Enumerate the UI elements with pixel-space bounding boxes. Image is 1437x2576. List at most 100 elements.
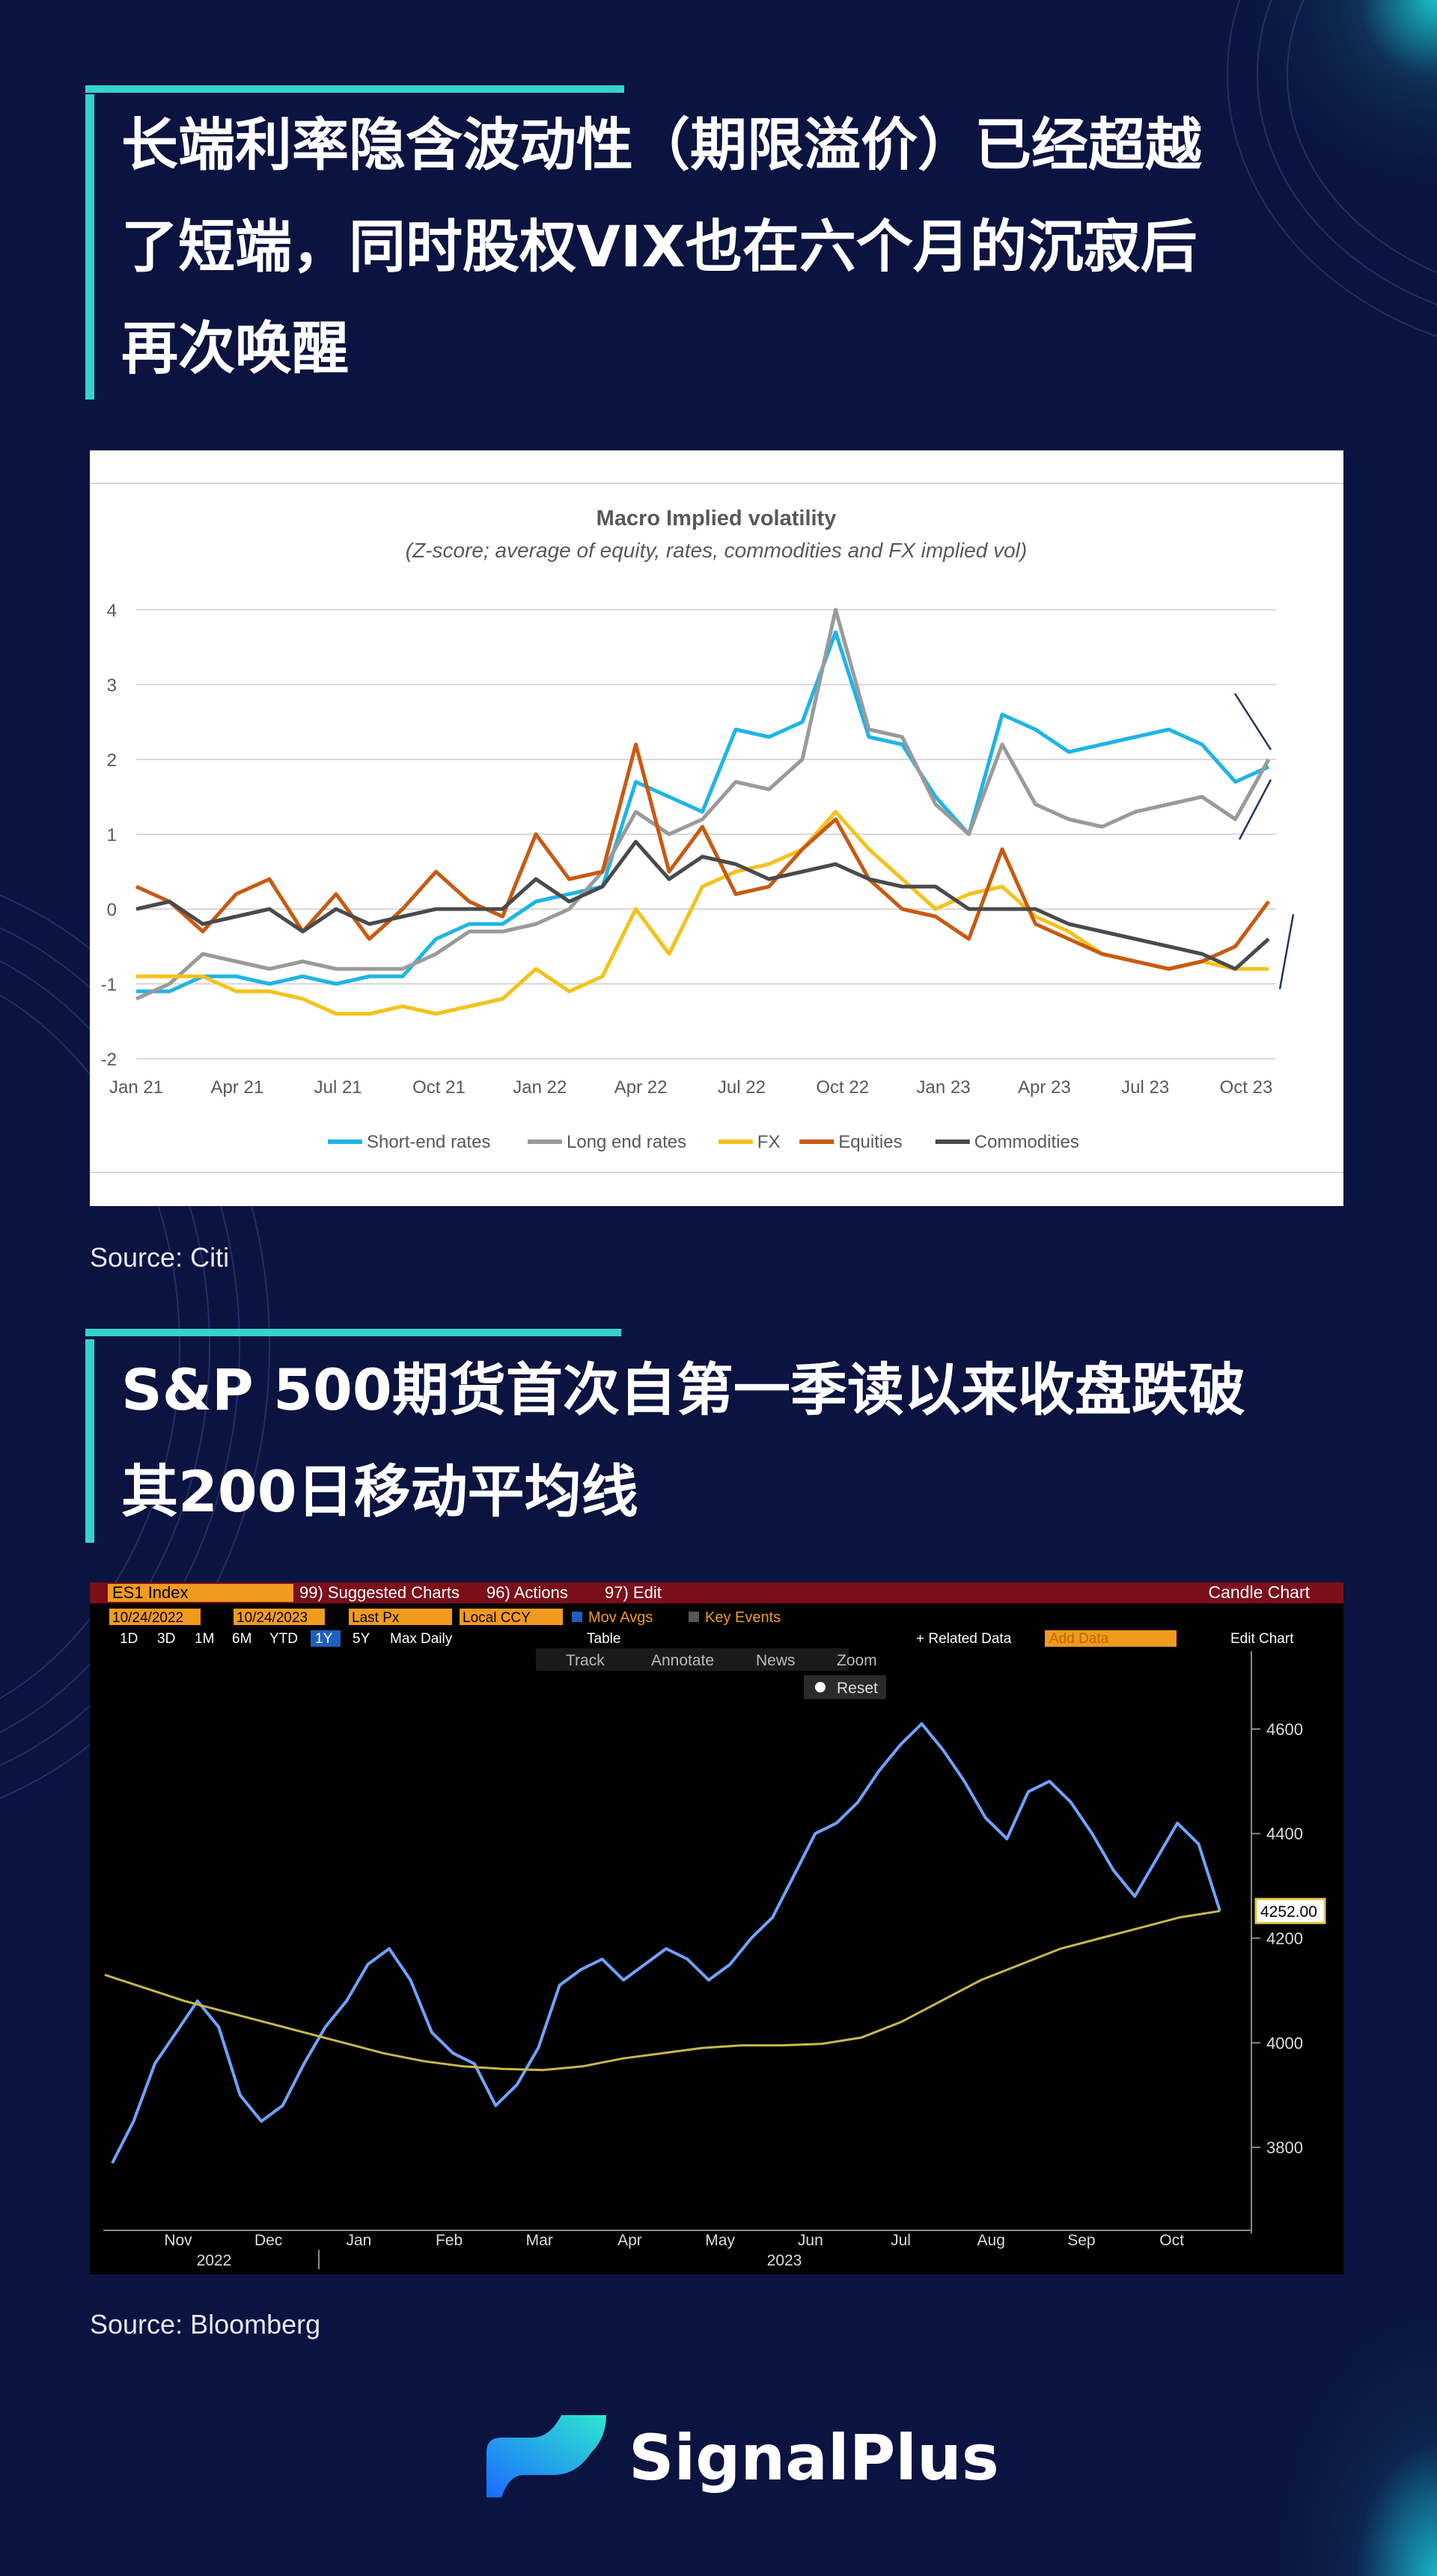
x-tick-label: Dec — [254, 2232, 282, 2249]
annotation-arrow — [1238, 779, 1272, 840]
related-data-menu: + Related Data — [916, 1631, 1012, 1647]
x-tick-label: May — [705, 2232, 735, 2249]
period-button: 1Y — [315, 1631, 333, 1647]
frequency-select: Daily — [421, 1631, 453, 1647]
currency-select — [460, 1609, 563, 1625]
x-tick-label: Sep — [1067, 2232, 1095, 2249]
x-tick-label: Jul 22 — [718, 1077, 766, 1098]
heading-line: S&P 500期货首次自第一季读以来收盘跌破 — [121, 1356, 1245, 1423]
period-button: 3D — [157, 1631, 175, 1647]
add-data-text: Add Data — [1049, 1631, 1109, 1647]
heading-line: 再次唤醒 — [121, 315, 349, 382]
x-year-label: 2022 — [197, 2252, 232, 2269]
brand-name: SignalPlus — [629, 2421, 999, 2494]
heading-line: 了短端，同时股权VIX也在六个月的沉寂后 — [121, 213, 1198, 280]
heading-accent-bar — [85, 1329, 621, 1336]
table-button: Table — [587, 1631, 620, 1647]
bloomberg-chart-panel: ES1 Index 99) Suggested Charts 96) Actions… — [90, 1582, 1343, 2274]
y-tick-label: 2 — [107, 750, 117, 771]
track-tool: Track — [566, 1652, 605, 1669]
annotate-tool: Annotate — [651, 1652, 714, 1669]
date-to-text: 10/24/2023 — [237, 1610, 308, 1626]
series-line — [136, 630, 1270, 994]
moving-average-line — [104, 1909, 1221, 2072]
y-tick-label: 0 — [107, 900, 117, 920]
x-tick-label: Jan 22 — [513, 1077, 567, 1098]
source-bloomberg: Source: Bloomberg — [90, 2309, 321, 2340]
legend-label: Long end rates — [567, 1132, 686, 1152]
field-select — [349, 1609, 452, 1625]
currency-select-text: Local CCY — [463, 1610, 531, 1626]
section1-heading: 长端利率隐含波动性（期限溢价）已经超越 了短端，同时股权VIX也在六个月的沉寂后… — [85, 94, 1202, 400]
x-tick-label: Aug — [977, 2232, 1005, 2249]
series-line — [135, 839, 1270, 971]
y-tick-label: 3800 — [1266, 2138, 1303, 2157]
macro-vol-chart-panel: Macro Implied volatility (Z-score; averag… — [90, 450, 1343, 1206]
add-data-field — [1045, 1630, 1177, 1647]
period-selected-bg — [311, 1630, 341, 1647]
mov-avgs-checkbox — [572, 1612, 582, 1622]
annotation-arrows — [1233, 693, 1295, 990]
price-line — [111, 1722, 1221, 2164]
x-tick-label: Mar — [526, 2232, 553, 2249]
heading-accent-bar — [85, 85, 624, 93]
brand-footer: SignalPlus — [479, 2400, 999, 2505]
ticker-field — [108, 1584, 293, 1602]
x-tick-label: Oct 22 — [816, 1077, 869, 1098]
news-tool: News — [756, 1652, 796, 1669]
edit-chart-button: Edit Chart — [1230, 1631, 1294, 1647]
sp500-futures-chart: ES1 Index 99) Suggested Charts 96) Actions… — [90, 1582, 1343, 2269]
tool-strip — [536, 1648, 849, 1671]
last-price-box — [1254, 1897, 1326, 1924]
date-to-field — [234, 1609, 325, 1625]
y-tick-label: 4600 — [1266, 1720, 1303, 1739]
reset-label: Reset — [837, 1680, 878, 1697]
series-line — [135, 742, 1271, 971]
x-tick-label: Jul 23 — [1121, 1077, 1169, 1098]
legend-label: Commodities — [974, 1132, 1079, 1152]
period-button: YTD — [269, 1631, 298, 1647]
y-tick-label: -1 — [101, 975, 117, 995]
period-button: 5Y — [353, 1631, 370, 1647]
series-line — [135, 608, 1271, 1001]
x-tick-label: Oct 21 — [412, 1077, 466, 1098]
x-tick-label: Nov — [164, 2232, 192, 2249]
x-tick-label: Jul 21 — [314, 1077, 362, 1098]
heading-line: 长端利率隐含波动性（期限溢价）已经超越 — [121, 111, 1202, 178]
y-tick-label: 4400 — [1266, 1825, 1303, 1844]
section2-heading: S&P 500期货首次自第一季读以来收盘跌破 其200日移动平均线 — [85, 1339, 1245, 1543]
period-button: 1D — [120, 1631, 138, 1647]
chart-subtitle: (Z-score; average of equity, rates, comm… — [406, 539, 1027, 562]
edit-menu: 97) Edit — [605, 1583, 662, 1602]
x-tick-label: Apr 23 — [1018, 1077, 1071, 1098]
annotation-arrow — [1233, 693, 1272, 750]
x-tick-label: Jan — [346, 2232, 371, 2249]
period-button: Max — [390, 1631, 417, 1647]
actions-menu: 96) Actions — [486, 1583, 568, 1602]
bbg-title-bar — [90, 1582, 1343, 1603]
signalplus-logo-icon — [486, 2415, 606, 2497]
y-tick-label: 4000 — [1266, 2034, 1303, 2052]
x-tick-label: Jan 21 — [109, 1077, 163, 1098]
key-events-label: Key Events — [705, 1609, 781, 1626]
x-tick-label: Jan 23 — [917, 1077, 971, 1098]
x-tick-label: Apr — [617, 2232, 642, 2249]
reset-icon — [815, 1682, 826, 1692]
macro-vol-chart: Macro Implied volatility (Z-score; averag… — [90, 483, 1343, 1173]
x-tick-label: Jul — [891, 2232, 911, 2249]
key-events-checkbox — [689, 1612, 699, 1622]
period-button: 1M — [195, 1631, 214, 1647]
chart-title: Macro Implied volatility — [597, 507, 837, 530]
x-tick-label: Feb — [436, 2232, 463, 2249]
heading-line: 其200日移动平均线 — [121, 1458, 638, 1525]
date-from-text: 10/24/2022 — [112, 1610, 183, 1626]
series-line — [136, 810, 1269, 1016]
last-price-label: 4252.00 — [1260, 1903, 1317, 1921]
suggested-charts-menu: 99) Suggested Charts — [299, 1583, 460, 1602]
y-tick-label: 4200 — [1266, 1930, 1303, 1948]
legend-label: Equities — [838, 1132, 902, 1152]
y-tick-label: 1 — [107, 825, 117, 845]
x-year-label: 2023 — [767, 2252, 802, 2269]
x-tick-label: Oct — [1159, 2232, 1184, 2249]
y-tick-label: 4 — [107, 601, 117, 621]
